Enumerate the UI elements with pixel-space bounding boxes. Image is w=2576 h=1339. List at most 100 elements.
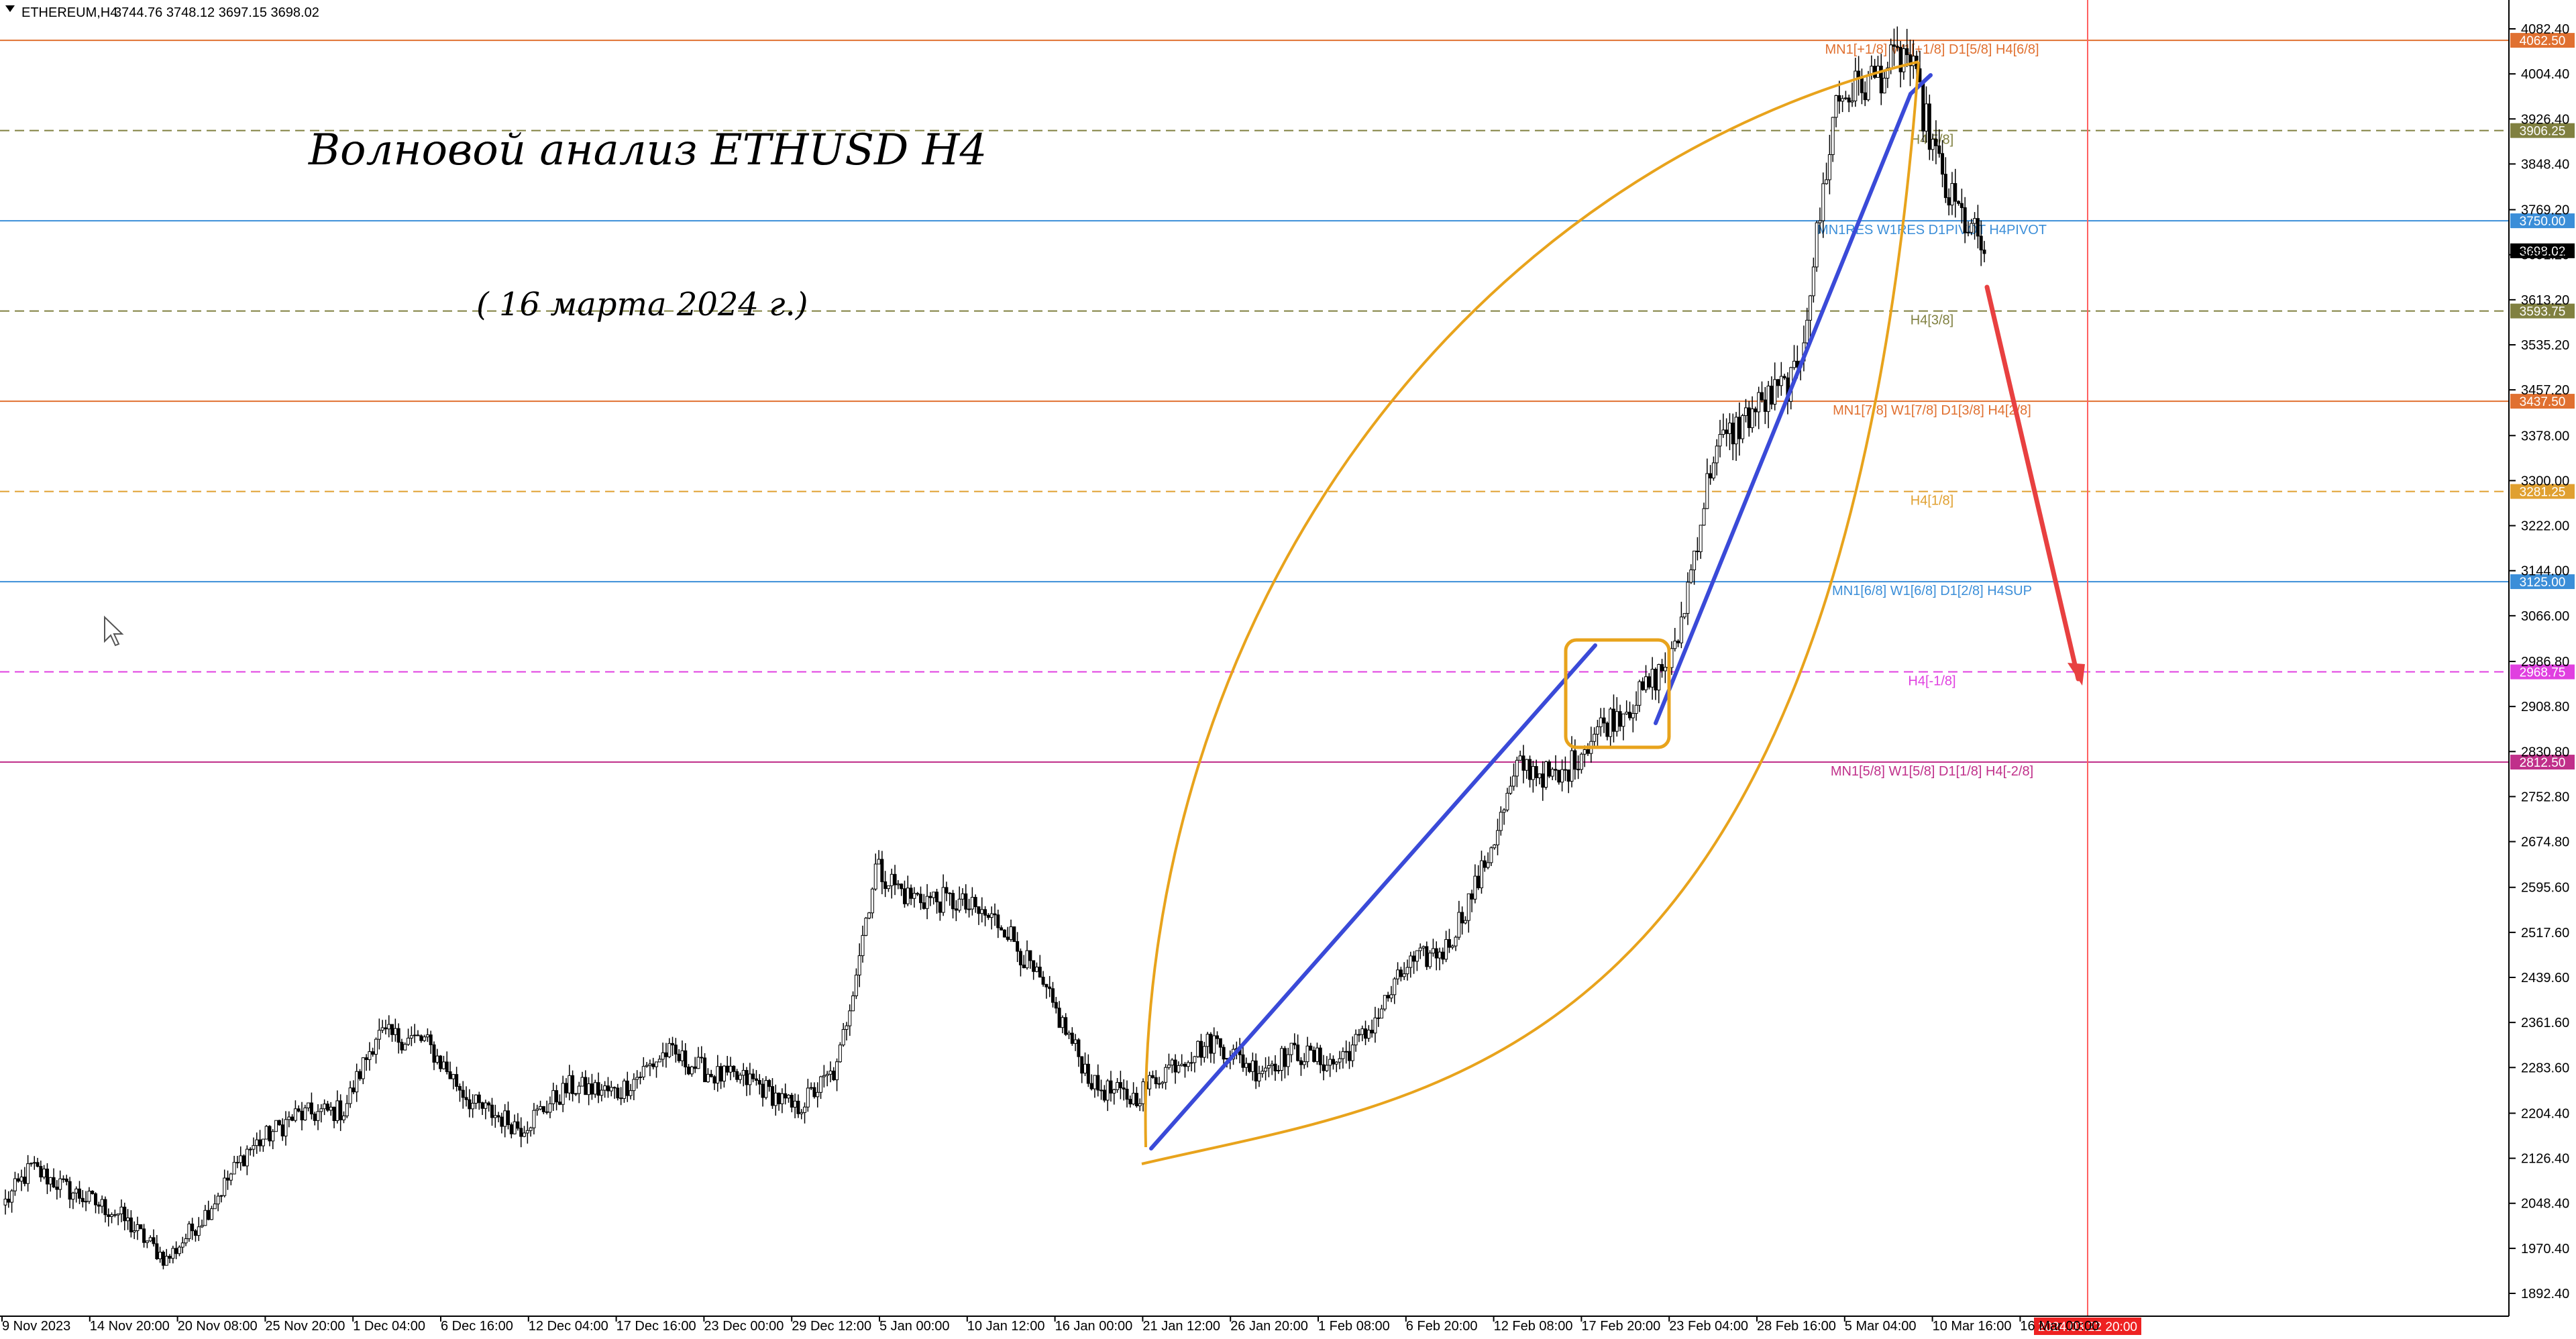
candle-body — [629, 1090, 633, 1096]
candle-body — [580, 1077, 584, 1087]
candle-body — [548, 1103, 552, 1113]
candle-body — [164, 1256, 168, 1266]
candle-body — [764, 1080, 768, 1098]
candle-body — [700, 1057, 704, 1059]
candle-body — [455, 1074, 459, 1087]
candle-body — [989, 913, 994, 918]
dropdown-triangle-icon[interactable] — [5, 5, 15, 12]
candle-body — [561, 1083, 565, 1105]
candle-body — [307, 1102, 311, 1109]
candle-body — [23, 1176, 27, 1184]
candle-body — [1421, 946, 1426, 949]
candle-body — [1000, 927, 1004, 930]
y-tick-label: 3144.00 — [2521, 564, 2569, 579]
candle-body — [822, 1075, 826, 1077]
candle-body — [1702, 508, 1706, 526]
candle-body — [1792, 360, 1796, 368]
candle-body — [1750, 408, 1754, 429]
candle-body — [1393, 978, 1397, 996]
candle-body — [773, 1092, 777, 1106]
candle-body — [1122, 1087, 1126, 1090]
candle-body — [1164, 1067, 1168, 1083]
candle-body — [1957, 201, 1961, 204]
candle-body — [423, 1036, 427, 1041]
candle-body — [419, 1035, 423, 1041]
candle-body — [612, 1087, 616, 1089]
x-tick-label: 12 Dec 04:00 — [529, 1319, 608, 1334]
candle-body — [1934, 139, 1938, 146]
candle-body — [1831, 117, 1835, 155]
candle-body — [1538, 773, 1542, 778]
level-price-badge — [2510, 213, 2575, 229]
candle-body — [180, 1242, 184, 1248]
candle-body — [1077, 1039, 1081, 1057]
x-tick-label: 10 Mar 16:00 — [1933, 1319, 2012, 1334]
candle-body — [741, 1070, 745, 1076]
candle-body — [213, 1203, 217, 1210]
candle-body — [1312, 1050, 1316, 1062]
candle-body — [1670, 648, 1674, 668]
candle-body — [812, 1087, 816, 1097]
candle-body — [1705, 473, 1709, 509]
candle-body — [1441, 951, 1445, 960]
candle-body — [1257, 1073, 1261, 1081]
candle-body — [609, 1087, 613, 1091]
candle-body — [177, 1246, 181, 1254]
x-tick-label: 6 Dec 16:00 — [441, 1319, 513, 1334]
candle-body — [500, 1116, 504, 1127]
candle-body — [1521, 755, 1525, 771]
candle-body — [1499, 812, 1503, 831]
candle-body — [1599, 717, 1603, 727]
candle-body — [407, 1037, 411, 1045]
candle-body — [252, 1145, 256, 1150]
candle-body — [1064, 1017, 1068, 1035]
candle-body — [1638, 681, 1642, 706]
y-tick-label: 2126.40 — [2521, 1152, 2569, 1167]
candle-body — [632, 1079, 636, 1091]
candle-body — [664, 1052, 668, 1057]
y-tick-label: 3457.20 — [2521, 383, 2569, 398]
candle-body — [155, 1243, 159, 1259]
y-tick-label: 3613.20 — [2521, 293, 2569, 308]
candle-body — [851, 995, 855, 1012]
candle-body — [268, 1126, 272, 1142]
candle-body — [1525, 759, 1529, 771]
candle-body — [100, 1199, 104, 1207]
level-price-badge-text: 3125.00 — [2520, 576, 2566, 590]
candle-body — [216, 1195, 220, 1205]
candle-body — [529, 1127, 533, 1131]
candle-body — [655, 1061, 659, 1067]
candle-body — [3, 1198, 7, 1206]
candle-body — [1863, 92, 1867, 101]
candle-body — [1006, 936, 1010, 940]
candle-body — [329, 1106, 333, 1111]
candle-body — [1737, 417, 1741, 439]
candle-body — [1682, 612, 1686, 618]
x-tick-label: 16 Mar 00:00 — [2020, 1319, 2099, 1334]
candle-body — [509, 1124, 513, 1134]
candle-body — [209, 1208, 213, 1220]
candle-body — [590, 1083, 594, 1095]
candle-body — [1647, 676, 1651, 688]
candle-body — [1386, 995, 1390, 999]
candle-body — [596, 1082, 600, 1096]
candle-body — [748, 1073, 752, 1085]
candle-body — [690, 1066, 694, 1075]
candle-body — [1725, 429, 1729, 434]
candle-body — [1943, 174, 1947, 199]
candle-body — [667, 1042, 672, 1057]
candle-body — [1389, 994, 1393, 999]
candle-body — [1041, 977, 1045, 985]
candle-body — [441, 1061, 445, 1069]
consolidation-box — [1564, 638, 1671, 749]
candle-body — [1012, 926, 1016, 943]
candle-body — [873, 863, 877, 890]
candle-body — [58, 1178, 62, 1190]
candle-body — [490, 1104, 494, 1118]
candle-body — [161, 1252, 165, 1266]
candle-body — [935, 892, 939, 902]
candle-body — [551, 1090, 555, 1104]
candle-body — [10, 1190, 14, 1203]
candle-body — [255, 1139, 259, 1146]
